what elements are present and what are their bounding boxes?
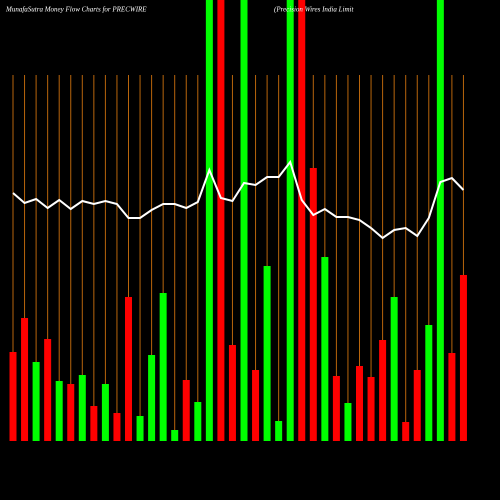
bar (286, 0, 294, 441)
bar (309, 168, 317, 441)
bar (263, 266, 271, 441)
chart-title: MunafaSutra Money Flow Charts for PRECWI… (5, 6, 147, 14)
bar (21, 318, 29, 441)
bar (298, 0, 306, 441)
bar (413, 370, 421, 441)
bar (344, 403, 352, 441)
bar (356, 366, 363, 441)
bar (252, 370, 260, 441)
bar (90, 406, 98, 441)
bar (367, 377, 375, 441)
bar (448, 353, 456, 441)
bar (55, 381, 63, 441)
bar (217, 0, 225, 441)
bar (182, 380, 190, 441)
bar (101, 384, 109, 441)
bar (78, 375, 86, 441)
bar (205, 0, 213, 441)
bars (9, 0, 467, 441)
bar (32, 362, 40, 441)
bar (240, 0, 248, 441)
bar (321, 257, 329, 441)
bar (194, 402, 202, 441)
bar (332, 376, 340, 441)
bar (436, 0, 444, 441)
bar (459, 275, 467, 441)
bar (275, 421, 283, 441)
bar (402, 422, 410, 441)
bar (113, 413, 121, 441)
bar (159, 293, 167, 441)
money-flow-line (12, 159, 465, 240)
bar (9, 352, 17, 441)
bar (228, 345, 236, 441)
bar (148, 355, 156, 441)
chart-subtitle: (Precision Wires India Limit (274, 6, 354, 14)
bar (125, 297, 132, 441)
bar (67, 384, 75, 441)
bar (425, 325, 433, 441)
bar (44, 339, 52, 441)
lines (12, 159, 465, 240)
bar (390, 297, 398, 441)
bar (171, 430, 179, 441)
bar (136, 416, 144, 441)
bar (379, 340, 387, 441)
